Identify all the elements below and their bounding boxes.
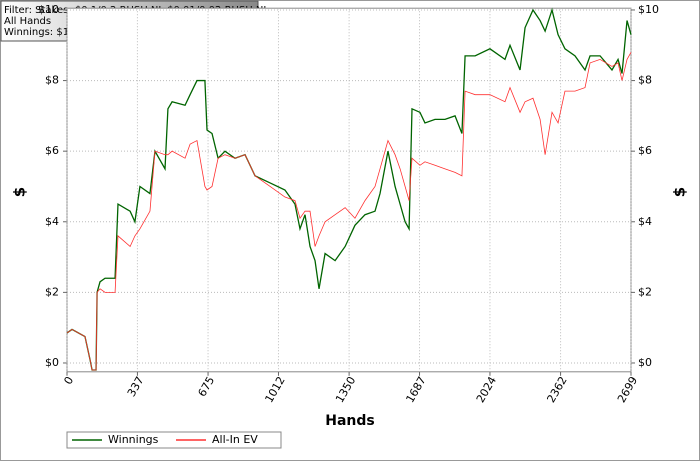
- y-tick-label: $6: [45, 144, 59, 157]
- info-line: All Hands: [4, 16, 51, 27]
- y-tick-label: $2: [45, 285, 59, 298]
- y2-axis-title: $: [671, 187, 689, 197]
- y2-tick-label: $8: [638, 74, 652, 87]
- y2-tick-label: $10: [638, 3, 659, 16]
- y2-tick-label: $6: [638, 144, 652, 157]
- y2-tick-label: $2: [638, 285, 652, 298]
- x-axis-title: Hands: [325, 413, 375, 429]
- y-tick-label: $4: [45, 215, 59, 228]
- y2-tick-label: $4: [638, 215, 652, 228]
- y2-tick-label: $0: [638, 356, 652, 369]
- series-line: [66, 7, 632, 371]
- y-tick-label: $8: [45, 74, 59, 87]
- legend-label: All-In EV: [212, 433, 258, 446]
- y-axis-title: $: [11, 187, 29, 197]
- legend-label: Winnings: [108, 433, 159, 446]
- info-line: Winnings: $10.06: [4, 27, 91, 38]
- legend: [66, 431, 282, 449]
- y-tick-label: $10: [38, 3, 59, 16]
- series-line: [66, 52, 632, 371]
- y-tick-label: $0: [45, 356, 59, 369]
